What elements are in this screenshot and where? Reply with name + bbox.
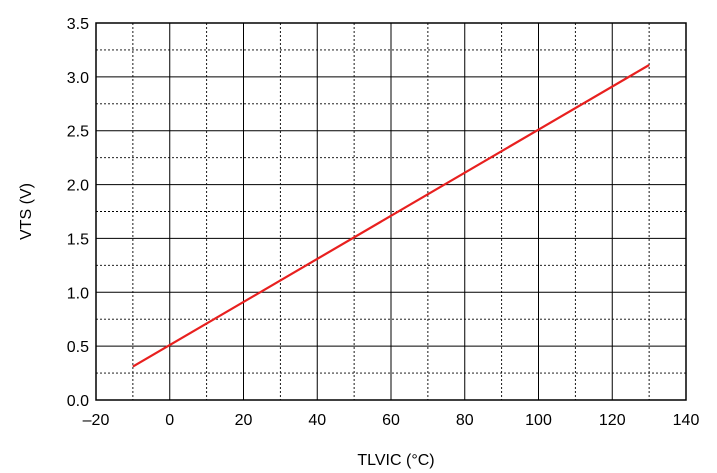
y-tick-label: 1.5 [67,231,89,248]
plot-frame [95,22,687,401]
y-tick-label: 2.0 [67,178,89,195]
x-tick-label: –20 [83,412,110,429]
y-tick-label: 3.5 [67,16,89,33]
x-tick-label: 20 [235,412,253,429]
x-tick-label: 140 [673,412,700,429]
x-axis-label: TLVIC (°C) [357,452,434,469]
x-tick-label: 120 [599,412,626,429]
series-layer [132,64,650,368]
y-tick-label: 0.0 [67,393,89,410]
x-tick-labels: –20 0 20 40 60 80 100 120 140 [83,412,700,429]
y-tick-label: 0.5 [67,339,89,356]
x-tick-label: 0 [165,412,174,429]
y-tick-label: 1.0 [67,285,89,302]
x-tick-label: 60 [382,412,400,429]
y-tick-labels: 0.0 0.5 1.0 1.5 2.0 2.5 3.0 3.5 [67,16,89,410]
grid [96,23,686,400]
x-tick-label: 40 [308,412,326,429]
y-tick-label: 3.0 [67,70,89,87]
x-tick-label: 100 [525,412,552,429]
y-axis-label: VTS (V) [18,183,35,240]
series-line [132,64,650,368]
y-tick-label: 2.5 [67,124,89,141]
x-tick-label: 80 [456,412,474,429]
